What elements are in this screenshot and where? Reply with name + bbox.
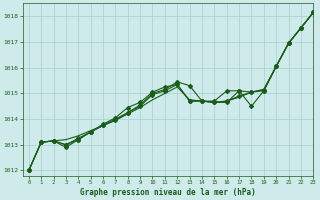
X-axis label: Graphe pression niveau de la mer (hPa): Graphe pression niveau de la mer (hPa) [80, 188, 256, 197]
